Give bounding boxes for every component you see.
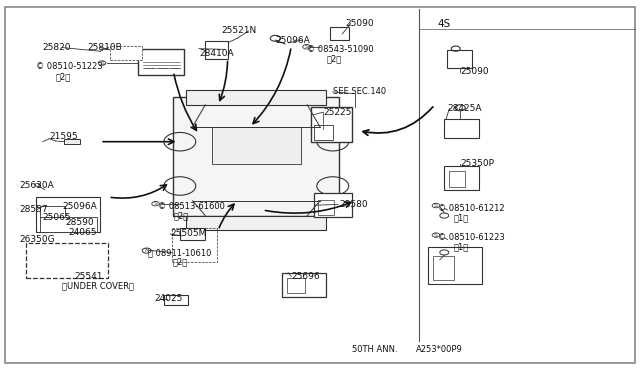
Text: 25096A: 25096A [62, 202, 97, 211]
Text: 28425A: 28425A [447, 104, 482, 113]
Text: Ⓝ 08911-10610: Ⓝ 08911-10610 [148, 248, 211, 257]
Text: （1）: （1） [454, 243, 469, 251]
Text: 25090: 25090 [346, 19, 374, 28]
Text: （2）: （2） [173, 212, 189, 221]
Text: （2）: （2） [56, 73, 71, 81]
Text: © 08513-61600: © 08513-61600 [157, 202, 225, 211]
Text: N: N [144, 248, 149, 253]
Bar [173, 97, 339, 215]
Bar [212, 127, 301, 164]
Text: 25505M: 25505M [170, 230, 207, 238]
Bar [444, 119, 479, 138]
Bar [428, 247, 483, 284]
Text: S: S [434, 203, 438, 208]
Text: （UNDER COVER）: （UNDER COVER） [62, 281, 134, 290]
Text: 25521N: 25521N [221, 26, 257, 35]
Bar [314, 193, 352, 217]
Bar [449, 171, 465, 187]
Text: 25810B: 25810B [88, 43, 122, 52]
Text: © 08510-61223: © 08510-61223 [438, 233, 504, 242]
Bar [433, 256, 454, 280]
Text: 25065: 25065 [43, 213, 72, 222]
Bar [40, 217, 97, 232]
Text: S: S [100, 61, 104, 65]
Bar [287, 278, 305, 293]
Bar [311, 107, 353, 142]
Text: （2）: （2） [172, 257, 188, 266]
Bar [109, 46, 141, 61]
Text: S: S [434, 232, 438, 238]
Bar [314, 125, 333, 140]
Bar [64, 140, 80, 144]
Text: 28557: 28557 [19, 205, 48, 215]
Text: A253*00P9: A253*00P9 [415, 345, 462, 354]
Text: 25225: 25225 [323, 108, 351, 117]
Bar [444, 166, 479, 190]
Bar [138, 49, 184, 75]
Text: 28410A: 28410A [199, 49, 234, 58]
Text: （2）: （2） [326, 54, 342, 63]
Text: SEE SEC.140: SEE SEC.140 [333, 87, 386, 96]
Bar [318, 200, 334, 215]
Bar [186, 215, 326, 230]
Text: © 08510-61212: © 08510-61212 [438, 203, 504, 213]
Bar [186, 90, 326, 105]
Bar [330, 27, 349, 40]
Text: 4S: 4S [438, 19, 451, 29]
Text: 50TH ANN.: 50TH ANN. [352, 345, 397, 354]
Text: © 08510-51223: © 08510-51223 [36, 61, 103, 71]
Text: 21595: 21595 [49, 132, 78, 141]
Bar [282, 273, 326, 297]
Text: 25541: 25541 [75, 272, 103, 281]
Text: 26350G: 26350G [19, 235, 55, 244]
Text: S: S [154, 201, 157, 206]
Text: （1）: （1） [454, 213, 469, 222]
Bar [40, 206, 65, 217]
Bar [26, 243, 108, 278]
Text: © 08543-51090: © 08543-51090 [307, 45, 374, 54]
Text: 25820: 25820 [43, 43, 71, 52]
Bar [164, 295, 188, 305]
Text: 25096A: 25096A [275, 36, 310, 45]
Text: S: S [305, 44, 308, 49]
Text: 25090: 25090 [460, 67, 489, 76]
Text: 25630A: 25630A [19, 182, 54, 190]
Text: 24065: 24065 [68, 228, 97, 237]
Text: 24025: 24025 [154, 294, 182, 303]
Bar [447, 50, 472, 68]
Bar [180, 228, 205, 240]
Bar [205, 41, 228, 59]
Bar [172, 228, 217, 262]
Bar [40, 218, 56, 225]
Text: 28590: 28590 [65, 218, 93, 227]
Bar [36, 197, 100, 232]
Text: 28580: 28580 [339, 200, 368, 209]
Text: 25350P: 25350P [460, 159, 494, 169]
Text: 25696: 25696 [291, 272, 320, 281]
